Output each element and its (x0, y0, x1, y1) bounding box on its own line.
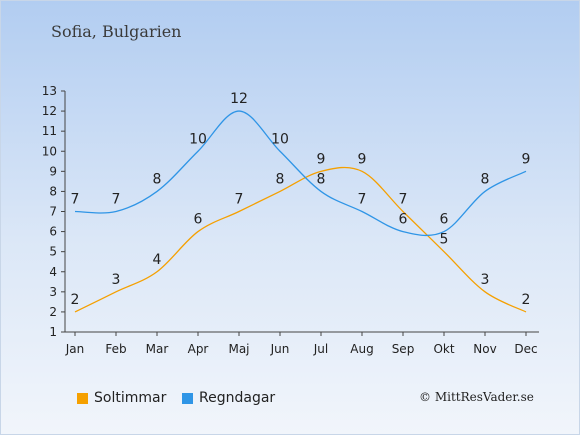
data-label-sun: 3 (112, 272, 121, 288)
data-label-sun: 3 (481, 272, 490, 288)
data-label-sun: 9 (317, 151, 326, 167)
x-tick-label: Mar (146, 342, 169, 356)
data-label-rain: 6 (440, 212, 449, 228)
legend-item-rain: Regndagar (182, 390, 275, 406)
legend-item-sun: Soltimmar (77, 390, 166, 406)
data-label-sun: 2 (71, 292, 80, 308)
data-label-rain: 10 (189, 131, 207, 147)
data-label-sun: 7 (399, 192, 408, 208)
series-line-rain (74, 110, 527, 237)
y-tick-label: 10 (42, 144, 57, 158)
data-label-sun: 2 (522, 292, 531, 308)
data-label-sun: 4 (153, 252, 162, 268)
data-label-sun: 8 (276, 171, 285, 187)
series-line-sun (74, 166, 527, 313)
x-tick-label: Sep (392, 342, 415, 356)
chart-title: Sofia, Bulgarien (51, 22, 182, 41)
data-label-rain: 6 (399, 212, 408, 228)
x-tick-label: Maj (228, 342, 249, 356)
legend-label-sun: Soltimmar (94, 390, 167, 406)
x-tick-label: Apr (188, 342, 209, 356)
y-tick-label: 4 (49, 265, 57, 279)
x-tick-label: Jul (313, 342, 328, 356)
x-tick-label: Feb (105, 342, 126, 356)
y-tick-label: 11 (42, 124, 57, 138)
data-label-rain: 10 (271, 131, 289, 147)
data-label-sun: 7 (235, 192, 244, 208)
y-tick-label: 6 (49, 225, 57, 239)
credit-text: © MittResVader.se (419, 390, 534, 404)
y-tick-label: 2 (49, 305, 57, 319)
data-label-rain: 7 (358, 192, 367, 208)
y-tick-label: 8 (49, 184, 57, 198)
x-tick-label: Aug (350, 342, 373, 356)
legend-swatch-sun (77, 392, 88, 404)
data-label-rain: 8 (481, 171, 490, 187)
data-label-sun: 9 (358, 151, 367, 167)
y-tick-label: 13 (42, 84, 57, 98)
y-tick-label: 3 (49, 285, 57, 299)
data-label-rain: 8 (153, 171, 162, 187)
y-tick-label: 1 (49, 325, 57, 339)
y-tick-label: 7 (49, 205, 57, 219)
legend-swatch-rain (182, 392, 193, 404)
y-tick-label: 5 (49, 245, 57, 259)
data-label-rain: 9 (522, 151, 531, 167)
data-label-sun: 5 (440, 232, 449, 248)
y-tick-label: 12 (42, 104, 57, 118)
x-tick-label: Okt (433, 342, 454, 356)
data-label-rain: 7 (71, 192, 80, 208)
x-tick-label: Jan (65, 342, 85, 356)
x-tick-label: Jun (270, 342, 290, 356)
y-tick-label: 9 (49, 164, 57, 178)
x-tick-label: Nov (473, 342, 496, 356)
data-label-rain: 7 (112, 192, 121, 208)
data-label-sun: 6 (194, 212, 203, 228)
data-label-rain: 12 (230, 91, 248, 107)
data-label-rain: 8 (317, 171, 326, 187)
x-tick-label: Dec (514, 342, 537, 356)
legend-label-rain: Regndagar (199, 390, 276, 406)
